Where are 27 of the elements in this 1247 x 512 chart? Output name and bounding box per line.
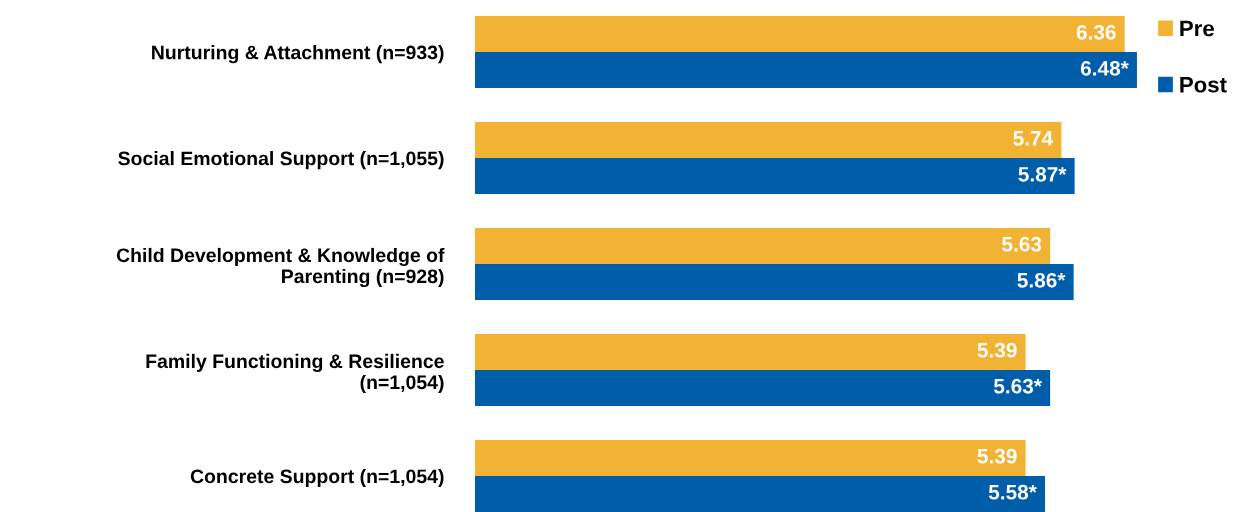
data-label: 5.63 <box>1002 236 1042 252</box>
bar <box>475 16 1125 53</box>
data-label: 5.86* <box>1017 272 1066 288</box>
legend-label: Post <box>1180 77 1227 93</box>
data-label: 5.39 <box>977 342 1017 358</box>
bar <box>475 333 1026 370</box>
data-label: 5.63* <box>993 378 1042 394</box>
bar <box>475 475 1046 512</box>
y-tick-label: Child Development & Knowledge of Parenting (n=928) <box>116 247 445 288</box>
y-tick-label: Concrete Support (n=1,054) <box>190 468 444 488</box>
bar <box>475 228 1051 265</box>
data-label: 6.36 <box>1076 24 1116 40</box>
bar <box>475 122 1062 159</box>
y-tick-label: Nurturing & Attachment (n=933) <box>152 45 444 64</box>
bar <box>475 158 1075 195</box>
bar <box>475 370 1051 407</box>
data-label: 5.58* <box>988 484 1037 500</box>
data-label: 5.87* <box>1018 166 1067 182</box>
legend-label: Pre <box>1180 20 1214 37</box>
data-label: 6.48* <box>1080 60 1129 76</box>
bar <box>475 264 1074 301</box>
y-tick-label: Family Functioning & Resilience (n=1,054) <box>146 353 444 393</box>
y-tick-label: Social Emotional Support (n=1,055) <box>118 151 444 170</box>
bar <box>475 52 1137 89</box>
bar <box>475 439 1026 476</box>
data-label: 5.74 <box>1013 131 1054 146</box>
data-label: 5.39 <box>977 448 1017 464</box>
